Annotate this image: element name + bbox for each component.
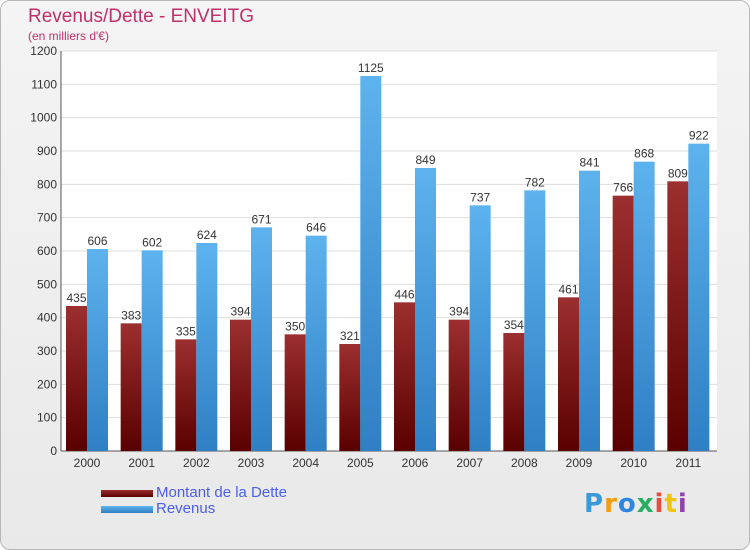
bar-dette	[339, 344, 361, 451]
data-label-revenus: 841	[579, 156, 599, 170]
bar-dette	[230, 319, 251, 451]
data-label-dette: 461	[558, 282, 578, 296]
data-label-revenus: 868	[634, 147, 654, 161]
legend-swatch-revenus	[101, 506, 153, 513]
y-tick-label: 600	[37, 244, 57, 258]
data-label-dette: 335	[176, 324, 196, 338]
legend-label-revenus: Revenus	[156, 500, 216, 517]
bar-revenus	[579, 170, 600, 451]
bar-revenus	[251, 227, 272, 451]
data-label-revenus: 849	[415, 153, 435, 167]
bar-revenus	[87, 249, 108, 451]
data-label-revenus: 624	[197, 228, 217, 242]
logo-letter: i	[677, 489, 688, 519]
data-label-dette: 321	[340, 329, 360, 343]
bar-dette	[394, 302, 415, 451]
x-tick-label: 2003	[238, 456, 265, 470]
bar-dette	[448, 319, 470, 451]
bar-dette	[175, 339, 197, 451]
data-label-revenus: 1125	[358, 61, 384, 75]
x-tick-label: 2001	[128, 456, 155, 470]
x-tick-label: 2000	[74, 456, 101, 470]
x-tick-label: 2011	[675, 456, 701, 470]
data-label-dette: 383	[121, 308, 141, 322]
x-tick-label: 2005	[347, 456, 374, 470]
data-label-dette: 394	[449, 305, 469, 319]
y-tick-label: 400	[37, 311, 57, 325]
logo-letter: t	[664, 489, 678, 519]
data-label-dette: 809	[668, 166, 688, 180]
x-tick-label: 2007	[456, 456, 483, 470]
bar-revenus	[524, 190, 546, 452]
x-tick-label: 2010	[620, 456, 647, 470]
chart-subtitle: (en milliers d'€)	[28, 29, 109, 43]
data-label-revenus: 602	[142, 235, 162, 249]
y-tick-label: 700	[37, 211, 57, 225]
data-label-dette: 435	[66, 291, 86, 305]
y-tick-label: 1000	[30, 111, 57, 125]
x-tick-label: 2009	[566, 456, 593, 470]
proxiti-logo: Proxiti	[584, 489, 688, 519]
logo-letter: r	[604, 489, 618, 519]
data-label-dette: 766	[613, 181, 633, 195]
y-tick-label: 500	[37, 277, 57, 291]
data-label-revenus: 606	[87, 234, 107, 248]
bar-dette	[120, 323, 142, 451]
legend-label-dette: Montant de la Dette	[156, 484, 287, 501]
data-label-revenus: 737	[470, 190, 490, 204]
logo-letter: o	[617, 489, 637, 519]
bar-dette	[667, 181, 689, 452]
bar-revenus	[360, 76, 382, 451]
bar-dette	[284, 334, 306, 451]
data-label-dette: 446	[394, 287, 414, 301]
data-label-dette: 354	[504, 318, 524, 332]
y-tick-label: 800	[37, 177, 57, 191]
y-tick-label: 200	[37, 377, 57, 391]
logo-letter: P	[584, 489, 605, 519]
y-tick-label: 300	[37, 344, 57, 358]
data-label-dette: 350	[285, 319, 305, 333]
y-tick-label: 0	[50, 444, 57, 458]
bar-revenus	[469, 205, 491, 451]
bar-revenus	[415, 168, 436, 451]
bar-revenus	[305, 235, 327, 451]
data-label-revenus: 782	[525, 175, 545, 189]
bar-revenus	[141, 250, 163, 451]
y-tick-label: 900	[37, 144, 57, 158]
y-tick-label: 1200	[30, 44, 57, 58]
data-label-revenus: 671	[251, 212, 271, 226]
x-tick-label: 2006	[402, 456, 429, 470]
bar-dette	[503, 333, 525, 451]
bar-dette	[558, 297, 579, 451]
bar-dette	[612, 195, 634, 451]
logo-letter: x	[636, 489, 655, 519]
bar-revenus	[196, 243, 218, 451]
y-tick-label: 1100	[31, 77, 57, 91]
x-tick-label: 2004	[292, 456, 319, 470]
data-label-dette: 394	[230, 305, 250, 319]
data-label-revenus: 646	[306, 221, 326, 235]
y-tick-label: 100	[37, 411, 57, 425]
logo-letter: i	[654, 489, 665, 519]
x-tick-label: 2008	[511, 456, 538, 470]
bar-revenus	[633, 161, 655, 451]
x-tick-label: 2002	[183, 456, 210, 470]
bar-revenus	[688, 143, 710, 451]
legend-swatch-dette	[101, 490, 153, 497]
data-label-revenus: 922	[689, 129, 709, 143]
bar-dette	[66, 306, 87, 451]
chart-title: Revenus/Dette - ENVEITG	[28, 6, 254, 27]
